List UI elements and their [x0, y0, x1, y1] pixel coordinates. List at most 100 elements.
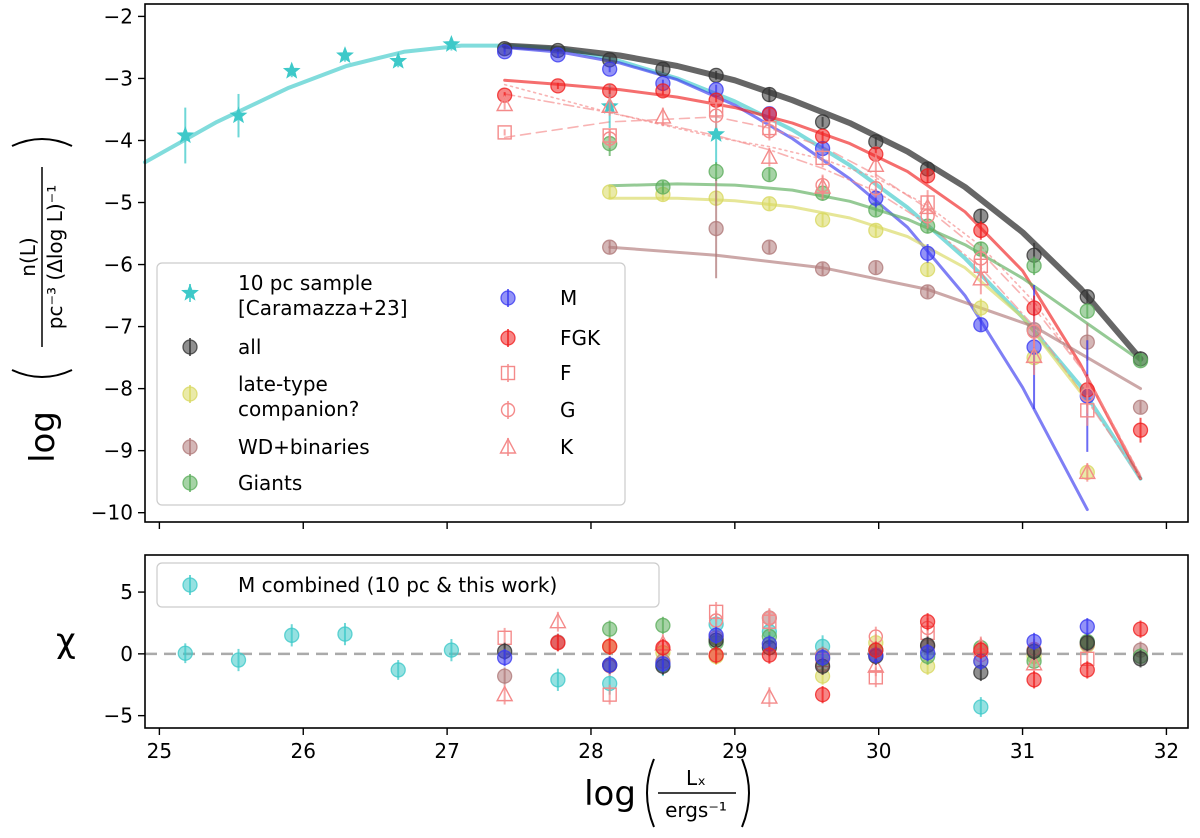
- marker: [973, 699, 989, 715]
- residual-points: [177, 601, 1149, 717]
- residual-FGK-point: [814, 685, 831, 704]
- circle-marker: [655, 179, 671, 195]
- y-tick-label: −5: [104, 191, 133, 215]
- open-square-marker: [500, 365, 516, 381]
- top-tenpc-point: [176, 107, 195, 164]
- top-G-point: [868, 178, 884, 198]
- circle-marker: [602, 184, 618, 200]
- marker: [550, 672, 566, 688]
- marker: [1132, 353, 1149, 369]
- marker: [336, 46, 354, 64]
- star-marker: [442, 34, 461, 52]
- marker: [1026, 258, 1042, 274]
- top-late-point: [602, 184, 618, 200]
- circle-marker: [761, 647, 778, 663]
- legend-label: late-type: [238, 372, 328, 396]
- marker: [815, 150, 830, 166]
- open-square-marker: [815, 150, 830, 166]
- marker: [973, 222, 989, 239]
- marker: [761, 86, 778, 103]
- legend-marker: [182, 475, 198, 491]
- legend-marker: [500, 365, 516, 381]
- circle-marker: [973, 317, 989, 333]
- marker: [1132, 621, 1149, 637]
- top-K-point: [918, 195, 937, 220]
- marker: [814, 128, 831, 144]
- circle-marker: [497, 668, 513, 684]
- residual-M-point: [602, 656, 618, 674]
- residual-mcomb-point: [337, 622, 353, 646]
- residual-M-point: [919, 643, 936, 662]
- circle-marker: [814, 212, 831, 228]
- top-all-point: [814, 114, 831, 130]
- marker: [973, 642, 989, 658]
- top-legend: 10 pc sample[Caramazza+23] all late-typeco…: [156, 262, 626, 506]
- top-tenpc-point: [336, 46, 354, 64]
- marker: [282, 61, 301, 79]
- marker: [550, 47, 566, 63]
- top-FGK-point: [761, 106, 778, 123]
- circle-marker: [814, 649, 831, 666]
- top-K-point: [1025, 337, 1043, 375]
- marker: [708, 647, 724, 663]
- marker: [655, 617, 671, 634]
- y-tick-label: −7: [104, 315, 133, 339]
- circle-marker: [919, 261, 936, 278]
- marker: [972, 269, 990, 286]
- marker: [919, 261, 936, 278]
- bottom-y-ticks: −5 0 5: [104, 580, 145, 728]
- residual-FGK-point: [919, 613, 936, 631]
- circle-marker: [973, 222, 989, 239]
- bottom-legend: M combined (10 pc & this work): [156, 562, 660, 608]
- top-wd-point: [868, 260, 884, 276]
- marker: [919, 644, 936, 661]
- legend-marker: [181, 283, 199, 301]
- top-FGK-point: [550, 78, 566, 94]
- marker: [708, 627, 724, 643]
- marker: [1080, 387, 1095, 403]
- open-triangle-marker: [1025, 346, 1043, 364]
- marker: [229, 106, 248, 124]
- circle-marker: [814, 686, 831, 703]
- circle-marker: [1079, 619, 1095, 635]
- circle-marker: [182, 475, 198, 491]
- marker: [761, 166, 778, 183]
- circle-marker: [655, 61, 671, 77]
- residual-all-point: [1132, 650, 1149, 668]
- circle-marker: [973, 208, 989, 224]
- open-circle-marker: [500, 402, 516, 418]
- circle-marker: [919, 644, 936, 661]
- marker: [549, 612, 567, 629]
- open-circle-marker: [762, 123, 777, 139]
- legend-label: G: [560, 398, 576, 422]
- top-wd-point: [814, 261, 831, 277]
- marker: [602, 638, 618, 655]
- marker: [868, 222, 884, 239]
- top-K-point: [760, 147, 779, 167]
- open-triangle-marker: [495, 685, 514, 702]
- residual-FGK-point: [602, 637, 618, 656]
- legend-entry-F: F: [500, 361, 572, 385]
- marker: [1025, 346, 1043, 364]
- legend-label: FGK: [560, 326, 601, 350]
- residual-mcomb-point: [550, 668, 566, 691]
- circle-marker: [1079, 635, 1095, 651]
- open-square-marker: [497, 125, 512, 140]
- residual-FGK-point: [973, 641, 989, 659]
- circle-marker: [497, 649, 513, 666]
- marker: [868, 181, 884, 196]
- residual-FGK-point: [655, 639, 671, 657]
- bottom-x-ticks: 25 26 27 28 29 30 31 32: [147, 728, 1179, 763]
- top-giants-point: [708, 162, 724, 181]
- open-circle-marker: [1080, 387, 1095, 403]
- open-circle-marker: [602, 131, 617, 146]
- marker: [814, 649, 831, 666]
- circle-marker: [500, 330, 516, 346]
- top-y-axis-label: log n(L) pc⁻³ (Δlog L)⁻¹: [11, 138, 73, 463]
- open-circle-marker: [708, 108, 724, 123]
- circle-marker: [230, 652, 247, 668]
- residual-mcomb-point: [443, 639, 460, 662]
- residual-giants-point: [602, 620, 618, 638]
- circle-marker: [1079, 289, 1095, 305]
- legend-entry-all: all: [182, 335, 261, 359]
